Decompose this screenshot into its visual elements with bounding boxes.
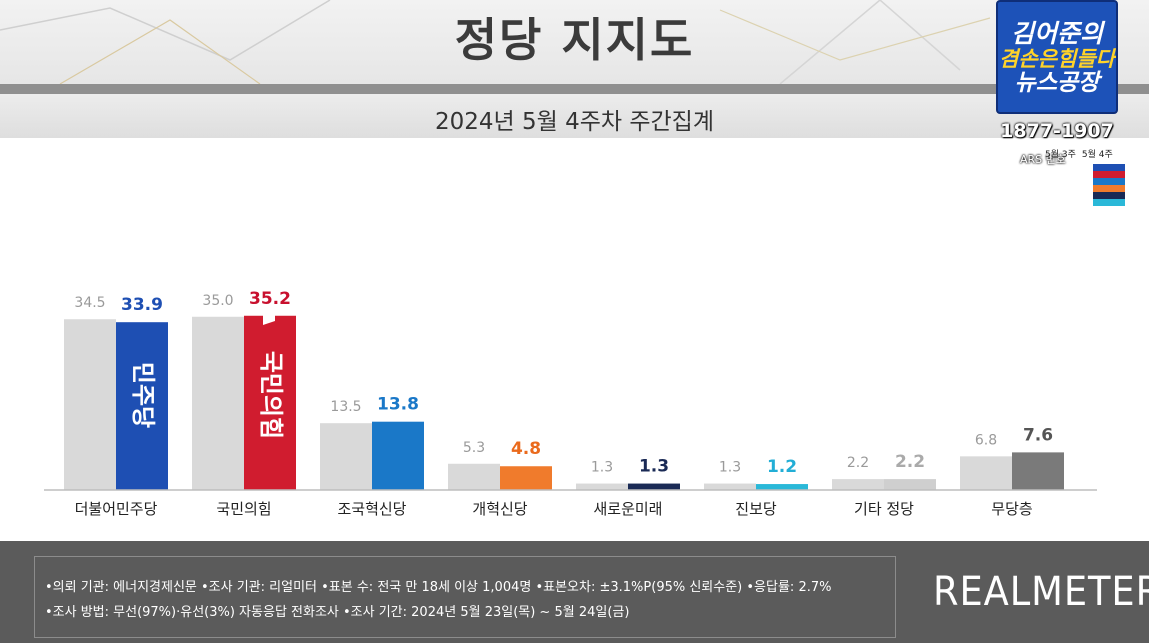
- page-title: 정당 지지도: [454, 13, 695, 67]
- data-label-curr: 4.8: [511, 439, 541, 459]
- bar-prev: [64, 319, 116, 490]
- data-label-curr: 7.6: [1023, 425, 1053, 445]
- phone-number: 1877-1907: [1000, 120, 1114, 142]
- bar-prev: [320, 423, 372, 490]
- party-logo-text: 국민의힘: [257, 351, 285, 439]
- data-label-prev: 1.3: [591, 460, 613, 476]
- category-label: 무당층: [991, 500, 1032, 518]
- chart-subtitle: 2024년 5월 4주차 주간집계: [434, 109, 714, 135]
- color-swatch: [1093, 178, 1125, 185]
- data-label-prev: 13.5: [330, 399, 361, 415]
- bar-prev: [192, 316, 244, 490]
- color-swatch: [1093, 164, 1125, 171]
- bar-curr: [244, 315, 296, 490]
- color-swatch: [1093, 192, 1125, 199]
- color-swatch: [1093, 185, 1125, 192]
- data-label-curr: 13.8: [377, 395, 419, 415]
- data-label-prev: 34.5: [74, 295, 105, 311]
- period-legend: 5월 3주 5월 4주: [1045, 147, 1119, 160]
- bar-curr: [116, 322, 168, 490]
- category-label: 진보당: [735, 500, 777, 518]
- data-label-curr: 35.2: [249, 289, 291, 309]
- logo-line1: 김어준의: [1010, 19, 1103, 48]
- survey-note-1: •의뢰 기관: 에너지경제신문 •조사 기관: 리얼미터 •표본 수: 전국 만…: [45, 580, 832, 595]
- title-divider: [0, 84, 1149, 94]
- logo-line3: 뉴스공장: [1014, 70, 1100, 96]
- bar-chart: 34.5 33.9 더불어민주당 35.0 35.2 국민의힘 13.5 13.8 조국혁신당 5…: [44, 289, 1097, 518]
- bar-curr: [1012, 452, 1064, 490]
- bar-prev: [576, 483, 628, 490]
- category-label: 조국혁신당: [337, 500, 406, 518]
- color-swatches: [1093, 164, 1125, 206]
- data-label-prev: 1.3: [719, 460, 741, 476]
- data-label-curr: 33.9: [121, 295, 163, 315]
- party-logo-mark: [263, 307, 275, 325]
- bar-curr: [372, 421, 424, 490]
- subtitle-band: 2024년 5월 4주차 주간집계: [0, 94, 1149, 138]
- category-label: 더불어민주당: [75, 500, 158, 518]
- party-logo-text: 민주당: [129, 362, 157, 428]
- category-label: 국민의힘: [216, 500, 271, 518]
- bar-curr: [628, 483, 680, 490]
- bar-curr: [500, 466, 552, 490]
- footer: •의뢰 기관: 에너지경제신문 •조사 기관: 리얼미터 •표본 수: 전국 만…: [0, 541, 1149, 643]
- bar-curr: [756, 484, 808, 490]
- ars-label: ARS 번호: [1020, 153, 1066, 166]
- header-band: 정당 지지도: [0, 0, 1149, 84]
- decorative-lines: [0, 0, 991, 84]
- data-label-prev: 2.2: [847, 455, 869, 471]
- category-label: 개혁신당: [472, 500, 527, 518]
- survey-notes-box: •의뢰 기관: 에너지경제신문 •조사 기관: 리얼미터 •표본 수: 전국 만…: [34, 556, 896, 638]
- data-label-curr: 2.2: [895, 452, 925, 472]
- realmeter-logo: REALMETER: [933, 569, 1149, 615]
- legend-curr: 5월 4주: [1081, 150, 1113, 160]
- data-label-prev: 35.0: [202, 293, 233, 309]
- data-label-prev: 5.3: [463, 440, 485, 456]
- data-label-prev: 6.8: [975, 432, 997, 448]
- show-logo: 김어준의 겸손은힘들다 뉴스공장: [996, 0, 1118, 114]
- color-swatch: [1093, 199, 1125, 206]
- bar-prev: [448, 463, 500, 490]
- color-swatch: [1093, 171, 1125, 178]
- category-label: 기타 정당: [854, 500, 914, 518]
- survey-note-2: •조사 방법: 무선(97%)·유선(3%) 자동응답 전화조사 •조사 기간:…: [45, 605, 630, 620]
- logo-line2: 겸손은힘들다: [999, 47, 1115, 71]
- data-label-curr: 1.2: [767, 457, 797, 477]
- bar-prev: [704, 483, 756, 490]
- category-label: 새로운미래: [593, 500, 662, 518]
- bar-prev: [960, 456, 1012, 490]
- legend-prev: 5월 3주: [1045, 150, 1076, 160]
- bar-prev: [832, 479, 884, 490]
- bar-curr: [884, 479, 936, 490]
- data-label-curr: 1.3: [639, 457, 669, 477]
